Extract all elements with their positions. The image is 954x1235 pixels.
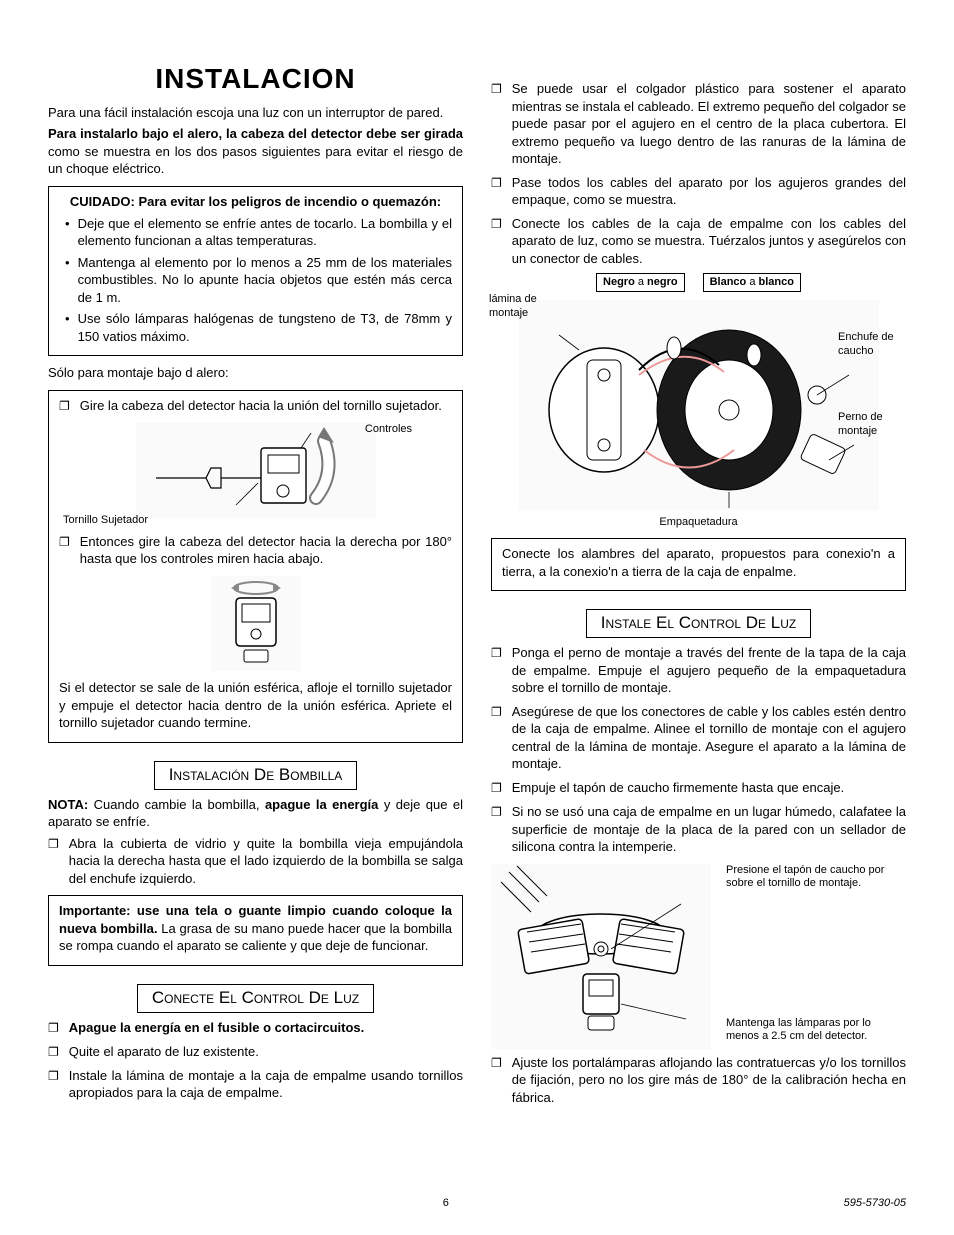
doc-number: 595-5730-05 <box>844 1196 906 1211</box>
wiring-label-enchufe: Enchufe de caucho <box>838 331 908 357</box>
bulb-nota-label: NOTA: <box>48 797 88 812</box>
wire-label-negro: Negro a negro <box>596 273 685 292</box>
caution-item-1: Deje que el elemento se enfríe antes de … <box>78 215 452 250</box>
wire-step-2: Quite el aparato de luz existente. <box>69 1043 259 1061</box>
wiring-label-empaq: Empaquetadura <box>659 516 737 528</box>
wire-section-title: Conecte El Control De Luz <box>137 984 374 1013</box>
wiring-label-lamina: lámina de montaje <box>489 293 559 319</box>
wiring-label-perno: Perno de montaje <box>838 411 908 437</box>
rotate-step-1: Gire la cabeza del detector hacia la uni… <box>80 397 442 415</box>
bulb-nota-bold2: apague la energía <box>265 797 378 812</box>
intro-2: Para instalarlo bajo el alero, la cabeza… <box>48 125 463 178</box>
bulb-nota-mid: Cuando cambie la bombilla, <box>88 797 265 812</box>
intro-2-rest: como se muestra en los dos pasos siguien… <box>48 144 463 177</box>
fixture-final-figure <box>491 864 711 1049</box>
rotate-step-2-note: Si el detector se sale de la unión esfér… <box>59 679 452 732</box>
fig4-caption-1: Presione el tapón de caucho por sobre el… <box>726 864 906 890</box>
fig4-caption-2: Mantenga las lámparas por lo menos a 2.5… <box>726 1017 906 1043</box>
right-p1: Se puede usar el colgador plástico para … <box>512 80 906 168</box>
ground-note: Conecte los alambres del aparato, propue… <box>502 545 895 580</box>
detector-rotate-figure-2 <box>211 576 301 671</box>
page-footer: 6 595-5730-05 <box>48 1196 906 1211</box>
final-figure-wrap: Presione el tapón de caucho por sobre el… <box>491 864 906 1054</box>
page-number: 6 <box>443 1196 449 1211</box>
right-p3: Conecte los cables de la caja de empalme… <box>512 215 906 268</box>
install-section-title: Instale El Control De Luz <box>586 609 811 638</box>
bulb-section-title: Instalación De Bombilla <box>154 761 358 790</box>
wire-step-1: Apague la energía en el fusible o cortac… <box>69 1019 364 1037</box>
wire-label-blanco: Blanco a blanco <box>703 273 801 292</box>
rotate-steps-box: Gire la cabeza del detector hacia la uni… <box>48 390 463 743</box>
intro-1: Para una fácil instalación escoja una lu… <box>48 104 463 122</box>
caution-item-2: Mantenga al elemento por lo menos a 25 m… <box>78 254 452 307</box>
intro-2-bold: Para instalarlo bajo el alero, la cabeza… <box>48 126 463 141</box>
page-title: INSTALACION <box>48 60 463 98</box>
rotate-step-2: Entonces gire la cabeza del detector hac… <box>80 533 452 568</box>
caution-box: CUIDADO: Para evitar los peligros de inc… <box>48 186 463 356</box>
install-step-2: Asegúrese de que los conectores de cable… <box>512 703 906 773</box>
caution-title: CUIDADO: Para evitar los peligros de inc… <box>59 193 452 211</box>
bulb-step: Abra la cubierta de vidrio y quite la bo… <box>69 835 463 888</box>
ground-note-box: Conecte los alambres del aparato, propue… <box>491 538 906 591</box>
fig1-label-controles: Controles <box>365 423 412 436</box>
install-step-1: Ponga el perno de montaje a través del f… <box>512 644 906 697</box>
fig1-label-tornillo: Tornillo Sujetador <box>63 514 148 527</box>
bulb-important-box: Importante: use una tela o guante limpio… <box>48 895 463 966</box>
wiring-figure-wrap: Negro a negro Blanco a blanco lámina de … <box>491 273 906 530</box>
wiring-figure <box>519 300 879 510</box>
caution-item-3: Use sólo lámparas halógenas de tungsteno… <box>78 310 452 345</box>
detector-rotate-figure-1 <box>136 423 376 518</box>
install-step-3: Empuje el tapón de caucho firmemente has… <box>512 779 844 797</box>
bulb-nota: NOTA: Cuando cambie la bombilla, apague … <box>48 796 463 831</box>
install-step-4: Si no se usó una caja de empalme en un l… <box>512 803 906 856</box>
eave-only-note: Sólo para montaje bajo d alero: <box>48 364 463 382</box>
adjust-step: Ajuste los portalámparas aflojando las c… <box>512 1054 906 1107</box>
wire-step-3: Instale la lámina de montaje a la caja d… <box>69 1067 463 1102</box>
right-p2: Pase todos los cables del aparato por lo… <box>512 174 906 209</box>
